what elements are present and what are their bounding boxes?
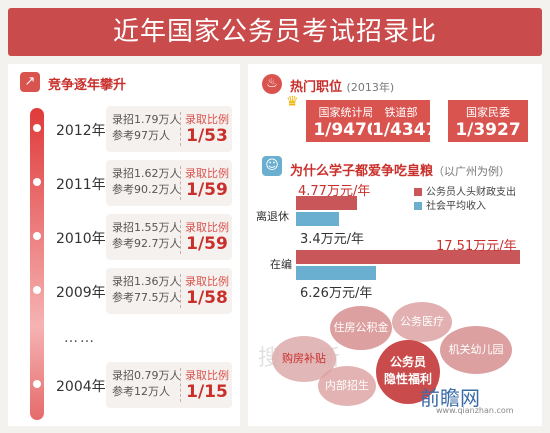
job-name: 国家统计局 xyxy=(318,106,374,119)
timeline-dot xyxy=(33,124,41,132)
hot-jobs-year: (2013年) xyxy=(346,81,395,94)
benefit-bubble: 住房公积金 xyxy=(330,306,392,350)
recruit-text: 录招1.36万人 xyxy=(112,275,181,288)
applicants-text: 参考97万人 xyxy=(112,129,170,142)
ratio-card: 录招0.79万人 参考12万人 录取比例 1/15 xyxy=(106,362,232,408)
recruit-text: 录招1.79万人 xyxy=(112,113,181,126)
year-label: 2004年 xyxy=(56,379,106,395)
ratio-value: 1/53 xyxy=(186,126,228,146)
why-title: 为什么学子都爱争吃皇粮（以广州为例） xyxy=(290,164,511,179)
timeline-dot xyxy=(33,232,41,240)
recruit-text: 录招1.62万人 xyxy=(112,167,181,180)
applicants-text: 参考90.2万人 xyxy=(112,183,181,196)
value-civil-onduty: 17.51万元/年 xyxy=(436,239,517,254)
year-label: 2011年 xyxy=(56,177,106,193)
value-civil-retired: 4.77万元/年 xyxy=(298,184,371,199)
bar-average-retired xyxy=(296,212,339,226)
year-label: 2010年 xyxy=(56,231,106,247)
recruit-text: 录招0.79万人 xyxy=(112,369,181,382)
ratio-value: 1/59 xyxy=(186,234,228,254)
bar-civil-retired xyxy=(296,196,357,210)
year-label: 2009年 xyxy=(56,285,106,301)
benefit-bubble: 公务医疗 xyxy=(392,302,452,342)
bar-civil-onduty xyxy=(296,250,520,264)
hot-jobs-title: 热门职位 (2013年) xyxy=(290,80,395,95)
category-label: 在编 xyxy=(270,258,292,271)
category-label: 离退休 xyxy=(256,210,289,223)
benefit-center: 公务员 隐性福利 xyxy=(376,340,440,404)
timeline-dot xyxy=(33,286,41,294)
ratio-label: 录取比例 xyxy=(185,113,229,126)
year-label: 2012年 xyxy=(56,123,106,139)
job-name: 国家民委 xyxy=(466,106,510,119)
recruit-text: 录招1.55万人 xyxy=(112,221,181,234)
ratio-label: 录取比例 xyxy=(185,369,229,382)
hot-job-card: 铁道部 1/4347 xyxy=(372,100,438,142)
ratio-label: 录取比例 xyxy=(185,221,229,234)
crown-icon: ♛ xyxy=(286,94,299,110)
legend: 公务员人头财政支出 社会平均收入 xyxy=(414,186,516,214)
why-subtitle: （以广州为例） xyxy=(433,165,511,178)
timeline-dot xyxy=(33,380,41,388)
applicants-text: 参考77.5万人 xyxy=(112,291,181,304)
fire-icon: ♨ xyxy=(262,74,282,94)
bar-average-onduty xyxy=(296,266,376,280)
value-average-retired: 3.4万元/年 xyxy=(300,232,365,247)
ratio-label: 录取比例 xyxy=(185,167,229,180)
ratio-value: 1/58 xyxy=(186,288,228,308)
ratio-card: 录招1.55万人 参考92.7万人 录取比例 1/59 xyxy=(106,214,232,260)
job-name: 铁道部 xyxy=(384,106,418,119)
applicants-text: 参考92.7万人 xyxy=(112,237,181,250)
ratio-card: 录招1.36万人 参考77.5万人 录取比例 1/58 xyxy=(106,268,232,314)
page-title: 近年国家公务员考试招录比 xyxy=(8,8,542,56)
ratio-card: 录招1.79万人 参考97万人 录取比例 1/53 xyxy=(106,106,232,152)
brand-logo: 前瞻网 xyxy=(420,386,480,410)
job-ratio: 1/3927 xyxy=(455,120,521,140)
ratio-value: 1/59 xyxy=(186,180,228,200)
benefit-bubble: 内部招生 xyxy=(318,366,376,406)
competition-title: 竞争逐年攀升 xyxy=(48,78,127,93)
timeline-bar xyxy=(30,108,44,420)
ratio-value: 1/15 xyxy=(186,382,228,402)
legend-item: 社会平均收入 xyxy=(414,200,516,214)
job-ratio: 1/9470 xyxy=(313,120,379,140)
ratio-label: 录取比例 xyxy=(185,275,229,288)
legend-item: 公务员人头财政支出 xyxy=(414,186,516,200)
brand-url: www.qianzhan.com xyxy=(436,406,514,415)
people-icon: ☺ xyxy=(262,156,282,176)
job-ratio: 1/4347 xyxy=(372,120,438,140)
trend-icon: ↗ xyxy=(20,72,40,92)
ellipsis: …… xyxy=(64,330,96,346)
applicants-text: 参考12万人 xyxy=(112,385,170,398)
benefit-bubble: 机关幼儿园 xyxy=(440,326,512,374)
timeline-dot xyxy=(33,178,41,186)
value-average-onduty: 6.26万元/年 xyxy=(300,286,373,301)
hot-job-card: 国家民委 1/3927 xyxy=(448,100,528,142)
ratio-card: 录招1.62万人 参考90.2万人 录取比例 1/59 xyxy=(106,160,232,206)
